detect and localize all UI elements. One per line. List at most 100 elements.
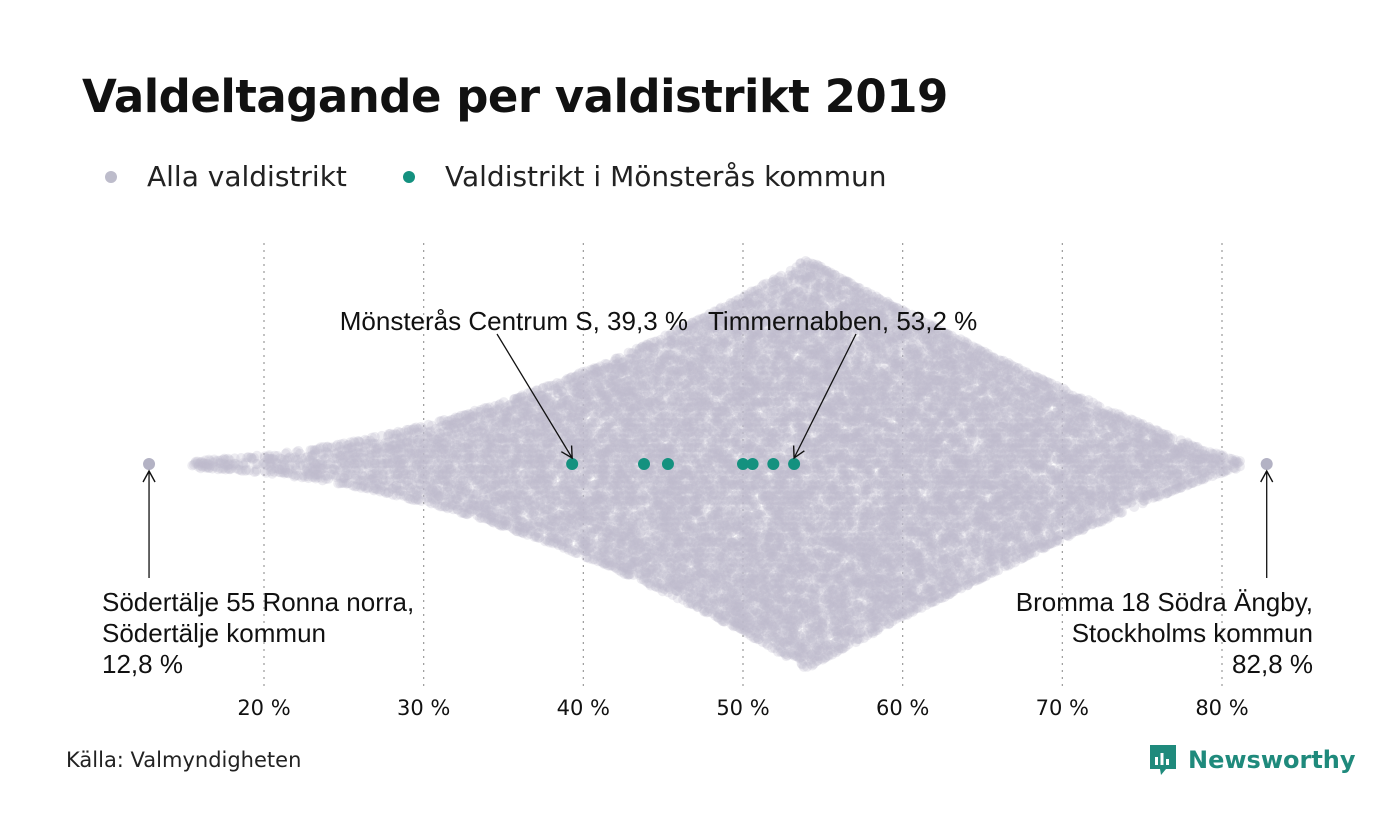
- district-point: [251, 464, 262, 475]
- district-point: [261, 459, 272, 470]
- district-point: [195, 463, 206, 474]
- district-point: [224, 464, 234, 475]
- district-point: [238, 460, 249, 471]
- district-point: [208, 457, 219, 468]
- district-point: [245, 452, 256, 463]
- grid-lines: [263, 243, 1223, 690]
- district-point: [192, 458, 203, 469]
- district-point: [218, 462, 229, 473]
- district-point: [215, 463, 226, 474]
- district-point: [237, 465, 247, 476]
- legend-dot-all-icon: [105, 170, 117, 183]
- district-point: [204, 462, 215, 473]
- district-point: [210, 462, 221, 473]
- district-point: [215, 458, 226, 469]
- district-point: [217, 464, 228, 474]
- district-point: [204, 454, 214, 465]
- district-point: [259, 466, 270, 477]
- district-point: [210, 456, 221, 467]
- swarm-all-districts: [143, 256, 1273, 672]
- legend-item-all: Alla valdistrikt: [105, 160, 347, 193]
- district-point: [208, 461, 219, 472]
- district-point: [265, 461, 275, 472]
- district-point: [193, 460, 204, 470]
- district-point: [214, 458, 225, 469]
- district-point: [223, 459, 234, 470]
- district-point: [195, 458, 206, 469]
- district-point: [196, 461, 207, 471]
- district-point: [209, 454, 220, 465]
- district-point: [190, 458, 201, 469]
- district-point: [189, 459, 199, 470]
- district-point: [246, 453, 257, 463]
- district-point: [233, 464, 244, 475]
- district-point: [241, 457, 251, 468]
- district-point: [200, 455, 211, 466]
- district-point: [201, 458, 212, 469]
- district-point: [220, 454, 231, 465]
- district-point: [252, 459, 263, 469]
- district-point: [222, 460, 233, 471]
- district-point: [251, 466, 262, 477]
- district-point: [252, 450, 262, 461]
- district-point: [264, 450, 275, 461]
- district-point: [201, 462, 212, 473]
- district-point: [213, 464, 224, 475]
- chart-title: Valdeltagande per valdistrikt 2019: [82, 70, 948, 123]
- district-point: [215, 455, 226, 466]
- legend-label-all: Alla valdistrikt: [147, 160, 347, 193]
- district-point: [187, 460, 198, 471]
- district-point: [237, 458, 248, 469]
- district-point: [233, 460, 244, 471]
- district-point: [230, 458, 241, 469]
- district-point: [259, 457, 270, 468]
- district-point: [241, 464, 252, 475]
- district-point: [260, 460, 271, 471]
- district-point: [193, 461, 204, 472]
- district-point: [229, 453, 240, 464]
- district-point: [202, 461, 213, 472]
- district-point: [203, 462, 214, 473]
- legend-label-highlight: Valdistrikt i Mönsterås kommun: [445, 160, 887, 193]
- district-point: [198, 458, 209, 469]
- district-point: [218, 454, 229, 465]
- legend-dot-highlight-icon: [403, 170, 415, 183]
- district-point: [205, 456, 216, 466]
- district-point: [235, 465, 246, 475]
- district-point: [244, 465, 255, 476]
- district-point: [263, 451, 274, 462]
- district-point: [205, 460, 216, 471]
- district-point: [192, 456, 203, 467]
- district-point: [222, 462, 233, 473]
- district-point: [265, 453, 276, 464]
- district-point: [195, 457, 206, 468]
- district-point: [240, 465, 251, 476]
- district-point: [224, 455, 235, 466]
- district-point: [264, 457, 275, 468]
- district-point: [196, 456, 207, 467]
- district-point: [247, 454, 258, 465]
- district-point: [224, 459, 235, 469]
- district-point: [198, 458, 209, 469]
- district-point: [259, 451, 270, 462]
- district-point: [197, 462, 208, 473]
- district-point: [225, 464, 235, 475]
- district-point: [231, 463, 242, 474]
- district-point: [258, 458, 269, 469]
- district-point: [261, 467, 272, 478]
- district-point: [264, 453, 275, 464]
- district-point: [242, 452, 253, 463]
- district-point: [199, 460, 210, 471]
- district-point: [202, 458, 213, 469]
- district-point: [219, 453, 230, 464]
- district-point: [262, 453, 273, 464]
- district-point: [220, 464, 231, 475]
- district-point: [218, 458, 229, 469]
- district-point: [220, 459, 231, 470]
- district-point: [213, 455, 224, 466]
- district-point: [236, 453, 247, 463]
- district-point: [259, 452, 270, 463]
- district-point: [226, 463, 237, 474]
- district-point: [204, 459, 214, 470]
